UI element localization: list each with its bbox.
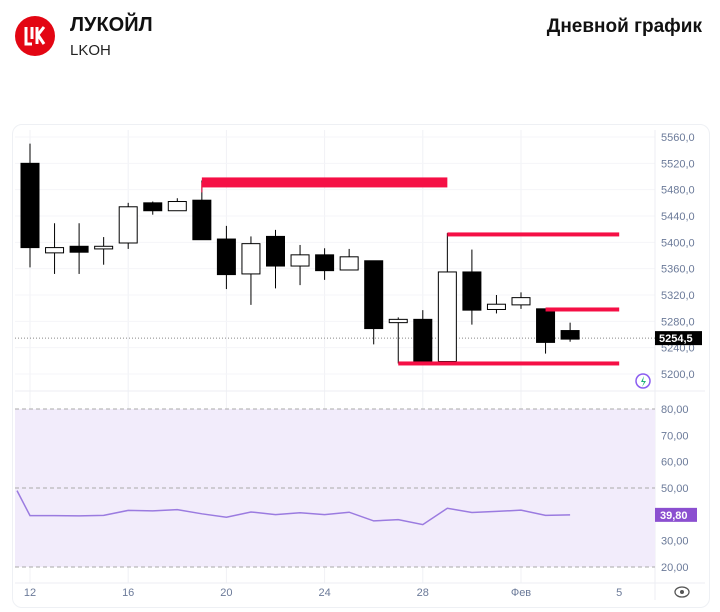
candle-down: [315, 254, 335, 272]
candle-down: [560, 330, 580, 340]
price-axis-label: 5280,0: [661, 316, 695, 328]
time-axis-label: 28: [417, 587, 429, 599]
ticker: LKOH: [70, 42, 111, 59]
logo-mark-icon: [24, 26, 46, 46]
candle-down: [143, 202, 163, 212]
support-resistance-level: [201, 177, 448, 188]
support-resistance-level: [545, 307, 620, 312]
candle-up: [339, 256, 359, 271]
candle-up: [241, 243, 261, 275]
rsi-line: [16, 490, 571, 526]
price-axis-label: 5520,0: [661, 158, 695, 170]
candle-up: [290, 254, 310, 267]
candle-up: [437, 271, 457, 362]
time-axis-label: 20: [220, 587, 232, 599]
price-axis-label: 5200,0: [661, 369, 695, 381]
rsi-axis-label: 20,00: [661, 562, 689, 574]
price-axis-label: 5360,0: [661, 264, 695, 276]
company-name: ЛУКОЙЛ: [70, 14, 153, 36]
price-axis-label: 5440,0: [661, 211, 695, 223]
rsi-axis-label: 30,00: [661, 536, 689, 548]
price-axis-label: 5560,0: [661, 132, 695, 144]
time-axis-label: 12: [24, 587, 36, 599]
rsi-axis-label: 50,00: [661, 483, 689, 495]
eye-pupil-icon: [680, 590, 684, 594]
rsi-axis-label: 70,00: [661, 430, 689, 442]
rsi-value-label: 39,80: [660, 510, 688, 522]
candle-down: [266, 235, 285, 267]
rsi-axis-label: 60,00: [661, 457, 689, 469]
last-price-label: 5254,5: [659, 333, 693, 345]
time-axis-label: 16: [122, 587, 134, 599]
chart-kind-title: Дневной график: [546, 16, 702, 37]
last-price-badge: [655, 331, 702, 346]
candle-down: [192, 199, 212, 241]
candle-up: [94, 245, 114, 250]
support-resistance-level: [398, 361, 620, 366]
support-resistance-level: [447, 232, 620, 237]
candle-down: [20, 162, 40, 249]
candle-up: [45, 247, 65, 254]
candle-up: [167, 201, 187, 212]
candle-down: [69, 245, 89, 253]
rsi-value-badge: [655, 507, 697, 522]
candle-down: [216, 238, 236, 276]
rsi-band: [15, 409, 655, 567]
candle-down: [413, 318, 433, 363]
time-axis-label: 5: [616, 587, 622, 599]
candle-down: [462, 271, 482, 311]
candle-up: [388, 318, 408, 324]
candle-up: [511, 297, 531, 306]
price-axis-label: 5400,0: [661, 237, 695, 249]
chart-panel[interactable]: [12, 124, 710, 608]
candle-up: [486, 303, 506, 310]
candle-up: [118, 206, 138, 244]
lukoil-logo: [15, 16, 55, 56]
time-axis-label: Фев: [511, 587, 531, 599]
price-axis-label: 5480,0: [661, 185, 695, 197]
price-axis-label: 5320,0: [661, 290, 695, 302]
rsi-axis-label: 80,00: [661, 404, 689, 416]
eye-icon[interactable]: [674, 586, 690, 598]
candle-down: [536, 308, 556, 343]
candle-down: [364, 260, 384, 330]
price-axis-label: 5240,0: [661, 343, 695, 355]
time-axis-label: 24: [318, 587, 330, 599]
lightning-bolt-icon: [641, 376, 646, 387]
